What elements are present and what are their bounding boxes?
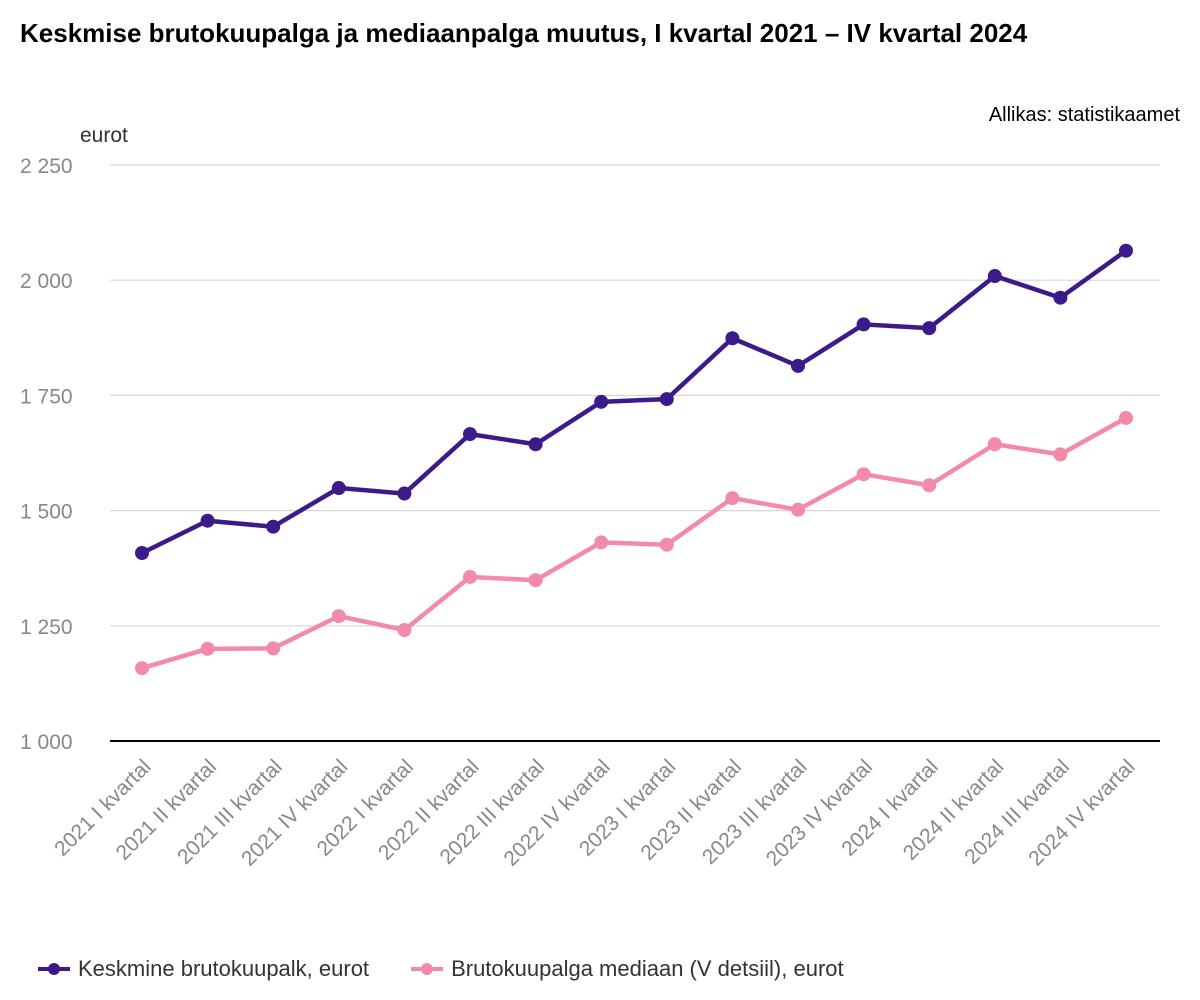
series-line-1	[141, 248, 1128, 556]
data-point-series-1	[1053, 290, 1068, 305]
data-point-series-2	[594, 535, 609, 550]
data-point-series-2	[135, 661, 149, 676]
data-point-series-2	[987, 437, 1002, 452]
data-point-series-1	[1119, 243, 1133, 258]
data-point-series-1	[725, 331, 740, 346]
y-tick-label: 1 500	[20, 501, 73, 524]
legend-item-median[interactable]: Brutokuupalga mediaan (V detsiil), eurot	[409, 956, 844, 982]
data-point-series-2	[528, 573, 543, 588]
data-point-series-2	[331, 609, 346, 624]
data-point-series-1	[266, 519, 281, 534]
data-point-series-1	[463, 427, 477, 442]
data-point-series-2	[1119, 410, 1133, 425]
data-point-series-1	[987, 269, 1002, 284]
data-point-series-2	[856, 467, 871, 482]
data-point-series-1	[135, 545, 149, 560]
y-tick-label: 2 000	[20, 270, 73, 293]
data-point-series-1	[331, 481, 346, 496]
legend-label-median: Brutokuupalga mediaan (V detsiil), eurot	[451, 956, 844, 981]
data-point-series-2	[200, 641, 215, 656]
y-tick-label: 1 750	[20, 385, 73, 408]
data-point-series-2	[397, 622, 412, 637]
data-point-series-2	[659, 537, 674, 552]
source-note: Allikas: statistikaamet	[988, 104, 1180, 126]
legend-swatch-median	[411, 963, 444, 975]
data-point-series-1	[528, 437, 543, 452]
data-point-series-2	[1053, 447, 1068, 462]
data-point-series-2	[922, 478, 937, 493]
data-point-series-1	[659, 392, 674, 407]
legend-item-mean[interactable]: Keskmine brutokuupalk, eurot	[36, 956, 369, 982]
chart-title: Keskmise brutokuupalga ja mediaanpalga m…	[20, 18, 1028, 48]
legend-swatch-mean	[38, 963, 70, 975]
data-point-series-2	[266, 641, 281, 656]
y-tick-label: 1 250	[20, 616, 73, 639]
data-point-series-2	[463, 569, 477, 584]
legend: Keskmine brutokuupalk, eurot Brutokuupal…	[36, 956, 844, 982]
legend-label-mean: Keskmine brutokuupalk, eurot	[78, 956, 370, 981]
y-tick-label: 2 250	[20, 155, 73, 178]
data-point-series-1	[200, 513, 215, 528]
y-tick-label: 1 000	[20, 731, 73, 754]
y-axis-unit-label: eurot	[80, 124, 128, 147]
data-point-series-2	[725, 491, 740, 506]
data-point-series-1	[594, 394, 609, 409]
data-point-series-1	[856, 317, 871, 332]
series-line-2	[141, 416, 1128, 671]
data-point-series-1	[791, 358, 805, 373]
data-point-series-1	[397, 486, 412, 501]
data-point-series-1	[922, 321, 937, 336]
data-point-series-2	[791, 502, 805, 517]
